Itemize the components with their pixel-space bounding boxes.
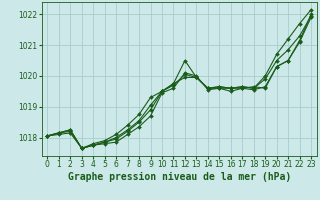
X-axis label: Graphe pression niveau de la mer (hPa): Graphe pression niveau de la mer (hPa) — [68, 172, 291, 182]
